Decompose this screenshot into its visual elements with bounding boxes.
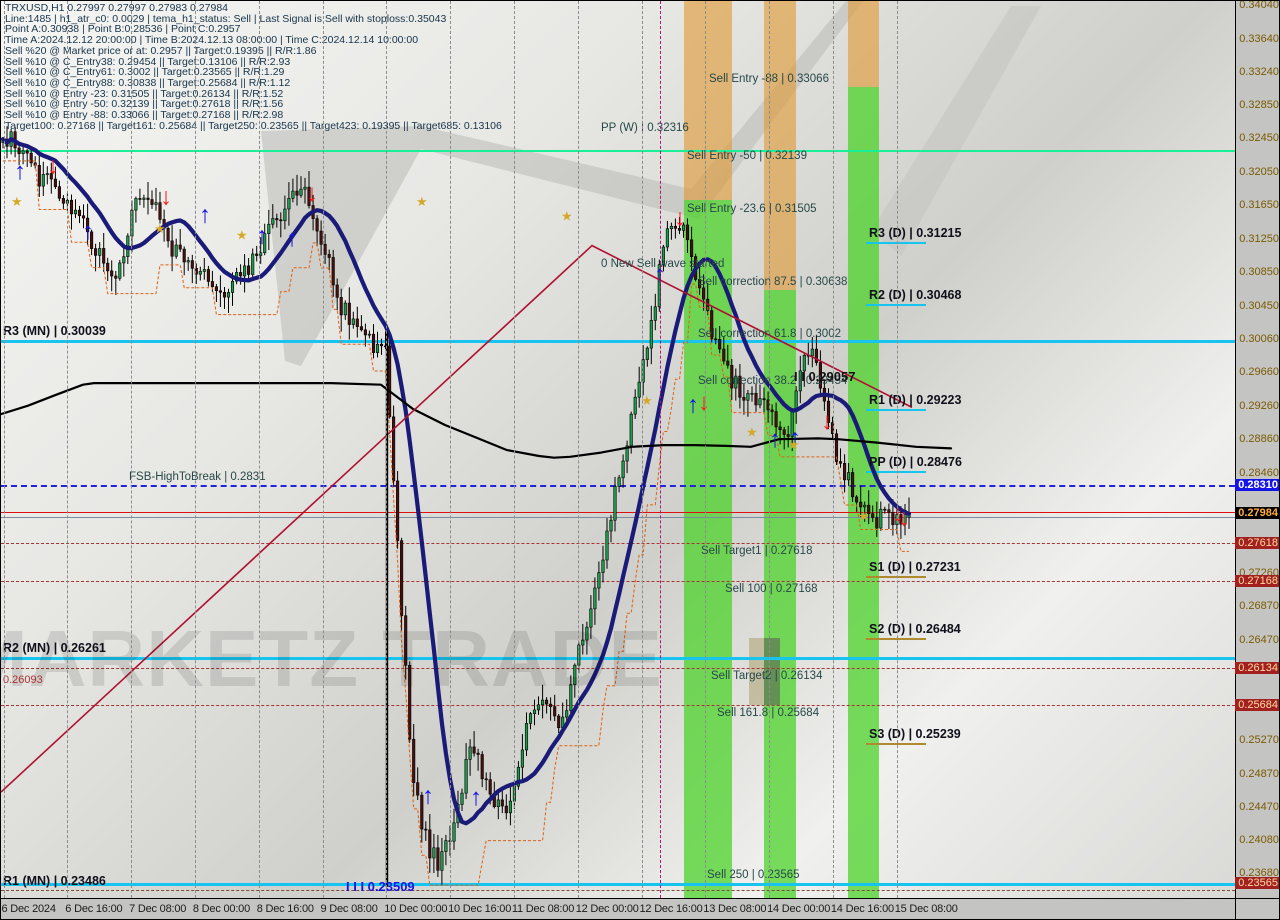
svg-text:↓: ↓ [306, 180, 318, 207]
svg-text:★: ★ [788, 437, 800, 452]
svg-text:★: ★ [416, 194, 428, 209]
svg-text:↑: ↑ [82, 218, 94, 245]
svg-text:★: ★ [858, 508, 870, 523]
svg-text:★: ★ [154, 221, 166, 236]
svg-text:★: ★ [641, 393, 653, 408]
svg-text:↑: ↑ [422, 782, 434, 809]
svg-text:↑: ↑ [769, 426, 781, 453]
svg-text:★: ★ [236, 228, 248, 243]
svg-text:↓: ↓ [698, 389, 710, 416]
svg-text:↑: ↑ [470, 784, 482, 811]
svg-text:↓: ↓ [674, 204, 686, 231]
svg-text:★: ★ [11, 194, 23, 209]
svg-text:↑: ↑ [286, 225, 298, 252]
svg-text:★: ★ [746, 425, 758, 440]
svg-text:↑: ↑ [14, 158, 26, 185]
svg-text:↑: ↑ [199, 201, 211, 228]
svg-text:↓: ↓ [898, 504, 910, 531]
svg-text:↓: ↓ [160, 183, 172, 210]
svg-text:↓: ↓ [821, 408, 833, 435]
svg-text:★: ★ [561, 208, 573, 223]
svg-text:↓: ↓ [47, 152, 59, 179]
